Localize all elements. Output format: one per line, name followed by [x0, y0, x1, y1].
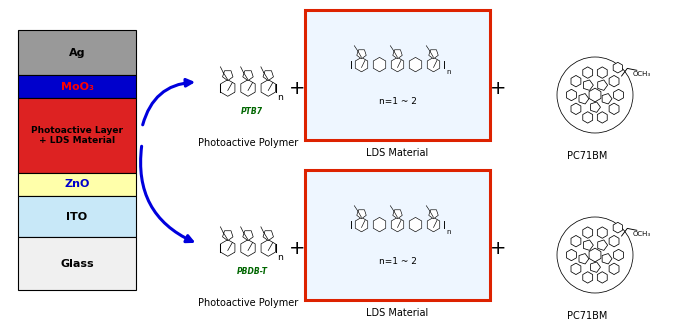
Text: +: + — [289, 239, 305, 258]
Polygon shape — [223, 71, 233, 81]
Polygon shape — [241, 80, 255, 96]
Text: OCH₃: OCH₃ — [633, 231, 651, 237]
Polygon shape — [221, 80, 235, 96]
Polygon shape — [613, 89, 623, 101]
Bar — [305, 170, 490, 300]
Polygon shape — [566, 249, 577, 261]
Text: ZnO: ZnO — [65, 180, 90, 189]
Polygon shape — [579, 254, 589, 264]
Text: ITO: ITO — [67, 212, 87, 222]
Text: Photoactive Polymer: Photoactive Polymer — [198, 138, 298, 148]
Polygon shape — [428, 217, 440, 232]
Polygon shape — [263, 71, 273, 81]
Polygon shape — [429, 50, 438, 59]
Polygon shape — [598, 67, 607, 78]
Polygon shape — [355, 57, 368, 72]
Polygon shape — [373, 57, 386, 72]
Circle shape — [557, 217, 633, 293]
Polygon shape — [598, 240, 608, 250]
Polygon shape — [609, 263, 619, 274]
Bar — [305, 10, 490, 140]
Polygon shape — [409, 217, 422, 232]
Polygon shape — [357, 50, 366, 59]
Polygon shape — [223, 231, 233, 241]
Circle shape — [557, 57, 633, 133]
Text: PC71BM: PC71BM — [567, 311, 607, 321]
Polygon shape — [391, 217, 404, 232]
Text: n=1 ~ 2: n=1 ~ 2 — [378, 96, 416, 106]
Text: n: n — [446, 229, 450, 235]
Bar — [18, 237, 136, 290]
Polygon shape — [243, 71, 253, 81]
Text: LDS Material: LDS Material — [366, 148, 429, 158]
Text: PBDB-T: PBDB-T — [237, 267, 267, 276]
Polygon shape — [393, 210, 403, 219]
Polygon shape — [571, 235, 581, 247]
Polygon shape — [609, 103, 619, 114]
Polygon shape — [613, 62, 623, 73]
Text: Photoactive Layer
+ LDS Material: Photoactive Layer + LDS Material — [31, 126, 123, 145]
Polygon shape — [263, 231, 273, 241]
Text: +: + — [490, 79, 506, 97]
Polygon shape — [589, 248, 601, 262]
Polygon shape — [571, 263, 581, 274]
Text: Photoactive Polymer: Photoactive Polymer — [198, 298, 298, 308]
Polygon shape — [221, 240, 235, 256]
Text: PTB7: PTB7 — [241, 107, 263, 116]
Polygon shape — [613, 222, 623, 233]
Text: n: n — [446, 69, 450, 75]
Polygon shape — [583, 67, 593, 78]
Polygon shape — [602, 254, 612, 264]
Bar — [18, 196, 136, 237]
Polygon shape — [571, 103, 581, 114]
Polygon shape — [429, 210, 438, 219]
Polygon shape — [591, 102, 600, 112]
Bar — [18, 75, 136, 98]
Bar — [18, 173, 136, 196]
Text: n: n — [278, 253, 283, 262]
Polygon shape — [571, 75, 581, 87]
Text: Glass: Glass — [60, 259, 94, 269]
Polygon shape — [589, 88, 601, 102]
Polygon shape — [391, 57, 404, 72]
Polygon shape — [241, 240, 255, 256]
Polygon shape — [584, 80, 593, 90]
Polygon shape — [428, 57, 440, 72]
Polygon shape — [243, 231, 253, 241]
Text: n=1 ~ 2: n=1 ~ 2 — [378, 257, 416, 266]
Polygon shape — [583, 112, 593, 123]
Polygon shape — [598, 272, 607, 283]
Polygon shape — [609, 235, 619, 247]
Text: +: + — [490, 239, 506, 258]
Text: OCH₃: OCH₃ — [633, 71, 651, 77]
Text: +: + — [289, 79, 305, 97]
Polygon shape — [598, 227, 607, 238]
Polygon shape — [602, 94, 612, 104]
Polygon shape — [598, 80, 608, 90]
Polygon shape — [613, 249, 623, 261]
Polygon shape — [373, 217, 386, 232]
Polygon shape — [591, 262, 600, 272]
Polygon shape — [579, 94, 589, 104]
Polygon shape — [583, 227, 593, 238]
Text: MoO₃: MoO₃ — [60, 82, 94, 92]
Text: PC71BM: PC71BM — [567, 151, 607, 161]
Polygon shape — [566, 89, 577, 101]
Text: LDS Material: LDS Material — [366, 308, 429, 318]
Polygon shape — [584, 240, 593, 250]
Polygon shape — [583, 272, 593, 283]
Polygon shape — [261, 80, 276, 96]
Polygon shape — [409, 57, 422, 72]
Text: n: n — [278, 93, 283, 102]
Bar — [18, 30, 136, 75]
Polygon shape — [261, 240, 276, 256]
Text: Ag: Ag — [69, 48, 85, 58]
Bar — [18, 98, 136, 173]
Polygon shape — [393, 50, 403, 59]
Polygon shape — [357, 210, 366, 219]
Polygon shape — [355, 217, 368, 232]
Polygon shape — [598, 112, 607, 123]
Polygon shape — [609, 75, 619, 87]
